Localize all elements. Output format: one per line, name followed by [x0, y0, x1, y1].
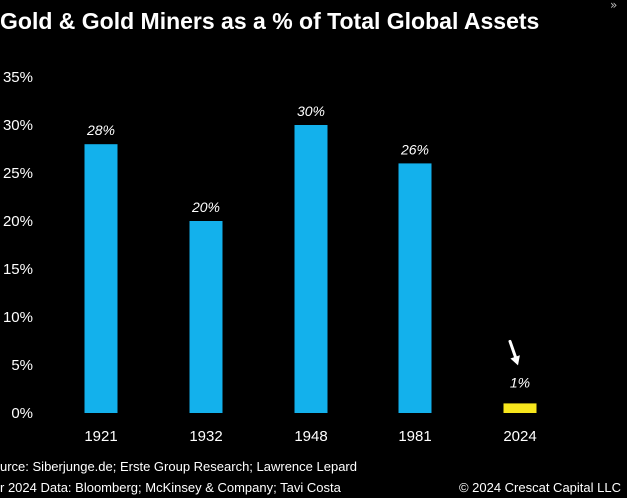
expand-chevron-icon[interactable]: »	[610, 0, 617, 12]
data-labels: 28% 20% 30% 26% 1%	[86, 103, 530, 390]
x-tick-label: 2024	[503, 428, 536, 445]
data-label-1948: 30%	[297, 103, 325, 119]
y-tick-label: 0%	[11, 405, 33, 422]
bar-1948	[294, 125, 328, 413]
down-arrow-icon	[508, 339, 520, 366]
bar-1981	[398, 163, 432, 413]
copyright: © 2024 Crescat Capital LLC	[459, 480, 621, 495]
bar-2024	[503, 403, 537, 413]
source-line-1: urce: Siberjunge.de; Erste Group Researc…	[0, 459, 357, 474]
y-tick-label: 5%	[11, 357, 33, 374]
y-tick-label: 30%	[3, 117, 33, 134]
x-tick-label: 1932	[189, 428, 222, 445]
bar-1921	[84, 144, 118, 413]
y-tick-label: 10%	[3, 309, 33, 326]
x-tick-label: 1981	[398, 428, 431, 445]
data-label-1981: 26%	[400, 141, 429, 157]
bar-1932	[189, 221, 223, 413]
y-tick-label: 15%	[3, 261, 33, 278]
data-label-1932: 20%	[191, 199, 220, 215]
y-axis: 0% 5% 10% 15% 20% 25% 30% 35%	[3, 69, 33, 422]
data-label-2024: 1%	[510, 374, 530, 390]
y-tick-label: 25%	[3, 165, 33, 182]
source-line-2: r 2024 Data: Bloomberg; McKinsey & Compa…	[0, 480, 342, 495]
chart-title: Gold & Gold Miners as a % of Total Globa…	[0, 8, 539, 34]
x-axis: 1921 1932 1948 1981 2024	[84, 428, 536, 445]
bars	[84, 125, 537, 413]
data-label-1921: 28%	[86, 122, 115, 138]
x-tick-label: 1948	[294, 428, 327, 445]
y-tick-label: 20%	[3, 213, 33, 230]
y-tick-label: 35%	[3, 69, 33, 86]
x-tick-label: 1921	[84, 428, 117, 445]
